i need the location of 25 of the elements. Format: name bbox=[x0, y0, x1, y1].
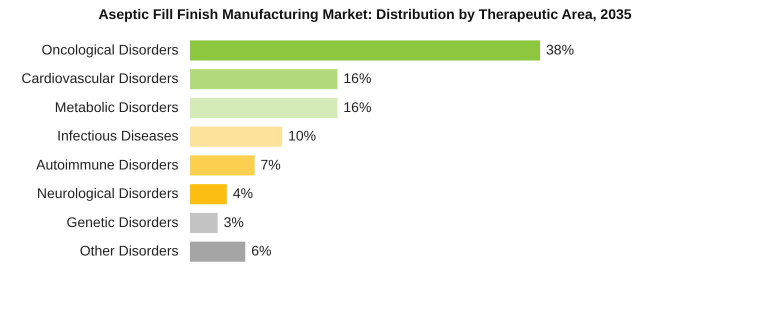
data-label: 4% bbox=[232, 185, 254, 202]
data-label: 38% bbox=[546, 41, 574, 58]
data-label: 3% bbox=[224, 214, 244, 230]
y-tick-label: Other Disorders bbox=[80, 242, 178, 259]
y-tick-label: Cardiovascular Disorders bbox=[21, 70, 178, 86]
bar bbox=[190, 155, 254, 176]
data-label: 16% bbox=[343, 70, 372, 86]
data-label: 6% bbox=[251, 242, 272, 259]
y-tick-label: Autoimmune Disorders bbox=[36, 156, 178, 172]
bar bbox=[190, 69, 338, 90]
y-tick-label: Metabolic Disorders bbox=[54, 98, 178, 115]
bar bbox=[190, 98, 338, 118]
chart-title: Aseptic Fill Finish Manufacturing Market: Distribution by Therapeutic Area, 2035 bbox=[98, 6, 632, 22]
y-tick-label: Genetic Disorders bbox=[66, 214, 178, 230]
y-tick-label: Neurological Disorders bbox=[36, 185, 178, 202]
y-tick-label: Oncological Disorders bbox=[42, 41, 178, 58]
y-tick-label: Infectious Diseases bbox=[57, 128, 178, 144]
data-label: 7% bbox=[260, 156, 281, 172]
bar bbox=[190, 212, 218, 233]
data-label: 10% bbox=[288, 128, 316, 144]
data-label: 16% bbox=[343, 98, 372, 115]
bar bbox=[190, 184, 227, 204]
bar bbox=[190, 40, 540, 60]
bar bbox=[190, 126, 282, 147]
bar bbox=[190, 242, 246, 262]
